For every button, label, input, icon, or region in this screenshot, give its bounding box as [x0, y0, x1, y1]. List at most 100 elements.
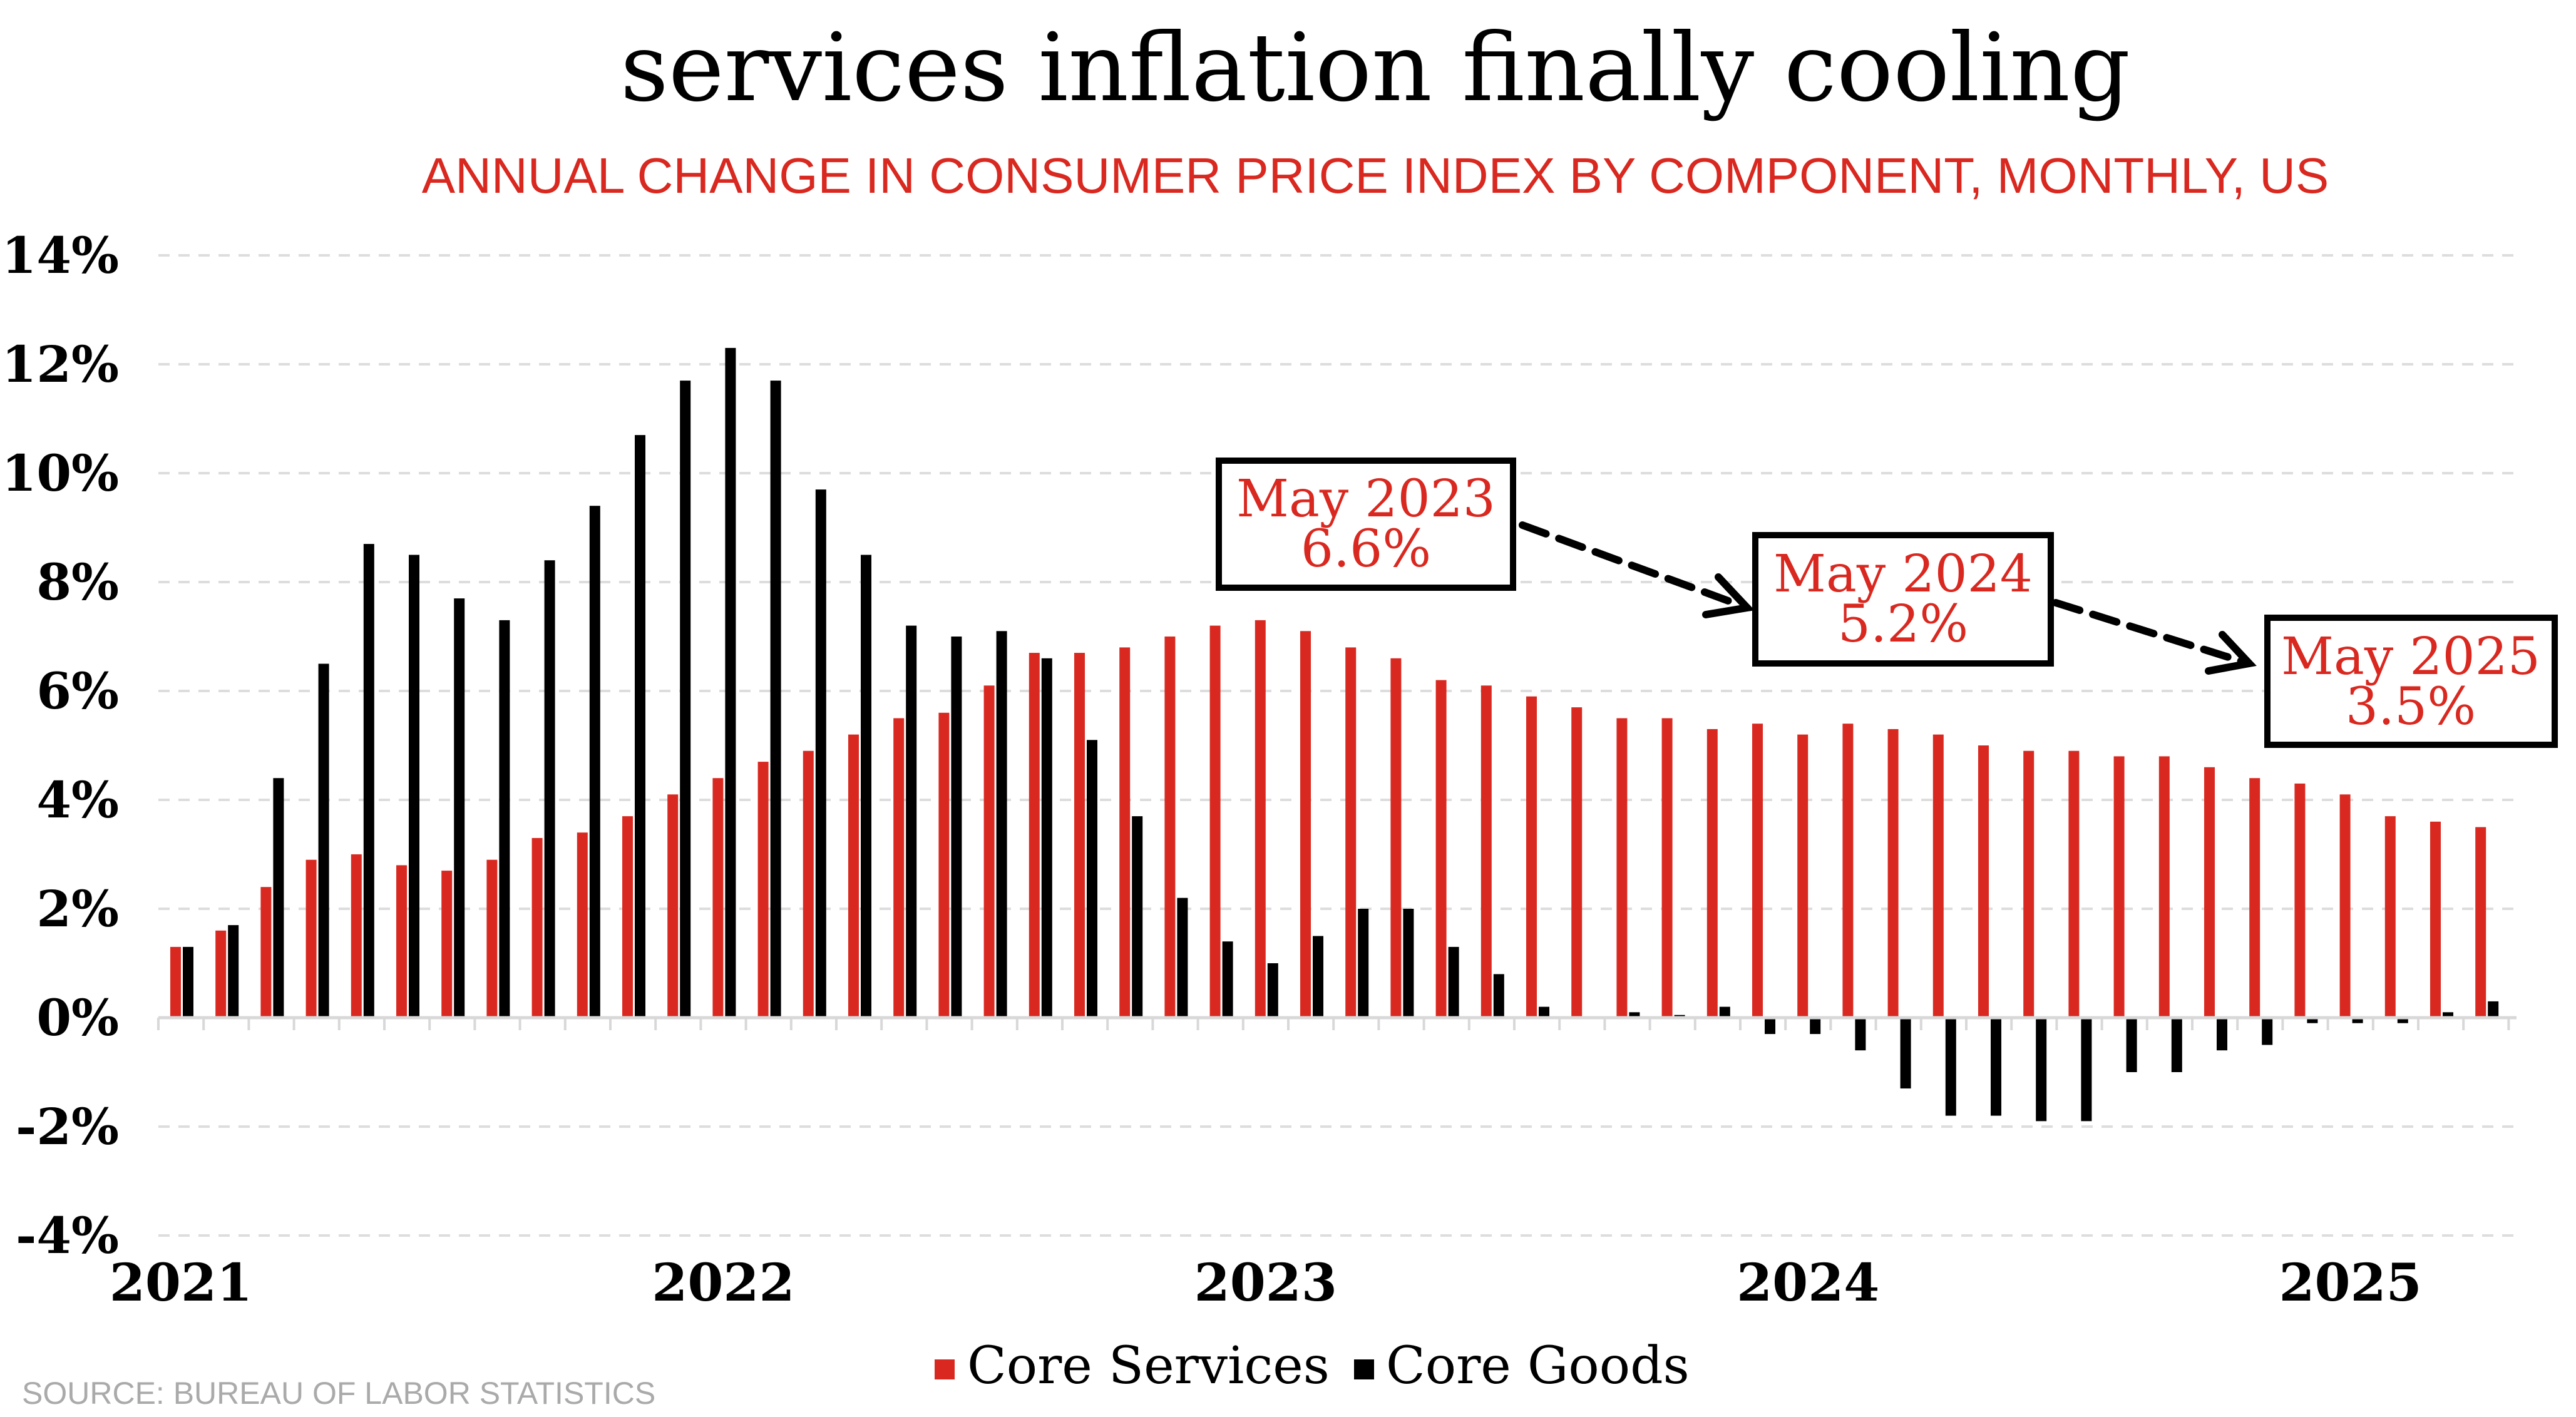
- legend: Core Services Core Goods: [935, 1336, 1690, 1396]
- x-tick-label: 2021: [110, 1253, 252, 1313]
- annotation-label: May 2024: [1773, 545, 2033, 604]
- bar-core-goods-2021-10: [544, 560, 555, 1018]
- arrow-2023-to-2024: [1519, 521, 1755, 618]
- bar-core-services-2021-09: [486, 859, 498, 1018]
- bar-core-goods-2021-09: [499, 620, 510, 1018]
- y-tick-label: 4%: [36, 770, 119, 829]
- annotation-value: 3.5%: [2346, 677, 2476, 737]
- bar-core-goods-2024-05: [1945, 1018, 1956, 1116]
- bar-core-services-2021-10: [531, 837, 543, 1018]
- bar-core-goods-2021-04: [273, 778, 284, 1018]
- bar-core-services-2025-04: [2430, 821, 2441, 1018]
- chart-subtitle: ANNUAL CHANGE IN CONSUMER PRICE INDEX BY…: [422, 148, 2329, 203]
- bar-core-goods-2024-11: [2217, 1018, 2227, 1051]
- bar-core-goods-2025-05: [2488, 1001, 2499, 1018]
- bar-core-services-2024-12: [2249, 778, 2260, 1018]
- bar-core-goods-2024-09: [2126, 1018, 2137, 1072]
- bar-core-services-2024-05: [1932, 734, 1944, 1018]
- bar-core-services-2023-01: [1209, 625, 1221, 1018]
- bar-core-services-2025-03: [2384, 816, 2396, 1018]
- y-tick-label: 6%: [36, 662, 119, 720]
- bar-core-goods-2021-05: [318, 663, 329, 1018]
- bar-core-services-2023-04: [1345, 647, 1357, 1018]
- bar-core-services-2023-12: [1706, 729, 1718, 1018]
- bar-core-goods-2025-03: [2397, 1018, 2408, 1023]
- bar-core-goods-2023-04: [1358, 909, 1369, 1018]
- bar-core-goods-2023-02: [1267, 963, 1278, 1018]
- bar-core-services-2024-02: [1797, 734, 1809, 1018]
- bar-core-goods-2021-02: [183, 946, 193, 1018]
- bar-core-services-2024-04: [1887, 729, 1899, 1018]
- bar-core-services-2022-08: [983, 685, 995, 1018]
- bar-core-services-2023-07: [1480, 685, 1492, 1018]
- bar-core-goods-2022-05: [861, 555, 871, 1018]
- bar-core-services-2025-02: [2339, 794, 2351, 1018]
- x-tick-label: 2025: [2279, 1253, 2421, 1313]
- bar-core-goods-2023-12: [1719, 1006, 1730, 1018]
- y-tick-label: 12%: [2, 335, 119, 394]
- bar-core-services-2022-04: [803, 750, 814, 1018]
- annotation-value: 5.2%: [1838, 595, 1968, 654]
- bar-core-services-2021-12: [622, 816, 633, 1018]
- bar-core-goods-2024-04: [1900, 1018, 1911, 1089]
- annotation-may-2025: May 2025 3.5%: [2264, 615, 2558, 748]
- bar-core-goods-2023-05: [1403, 909, 1414, 1018]
- bar-core-services-2021-02: [170, 946, 181, 1018]
- bar-core-goods-2023-03: [1313, 936, 1323, 1018]
- bar-core-goods-2022-02: [725, 347, 736, 1018]
- y-axis: -4% -2% 0% 2% 4% 6% 8% 10% 12% 14%: [2, 226, 119, 1265]
- bar-core-goods-2025-02: [2352, 1018, 2363, 1023]
- bar-core-goods-2025-04: [2443, 1012, 2453, 1018]
- bar-core-goods-2023-10: [1629, 1012, 1640, 1018]
- bar-core-goods-2024-07: [2036, 1018, 2047, 1122]
- y-tick-label: 8%: [36, 553, 119, 611]
- bar-core-services-2021-06: [351, 854, 362, 1018]
- x-tick-label: 2023: [1194, 1253, 1337, 1313]
- x-axis-labels: 2021 2022 2023 2024 2025: [110, 1253, 2422, 1313]
- bar-core-services-2023-06: [1435, 680, 1447, 1018]
- legend-label-core-services: Core Services: [967, 1336, 1330, 1396]
- bar-core-services-2021-07: [396, 865, 407, 1018]
- bar-core-goods-2023-07: [1493, 974, 1504, 1018]
- legend-swatch-core-services: [935, 1359, 955, 1379]
- bars: [170, 347, 2499, 1122]
- legend-label-core-goods: Core Goods: [1386, 1336, 1690, 1396]
- bar-core-services-2023-02: [1255, 620, 1266, 1018]
- bar-core-services-2023-08: [1526, 696, 1537, 1018]
- bar-core-goods-2021-12: [635, 435, 645, 1018]
- annotation-may-2024: May 2024 5.2%: [1752, 532, 2054, 667]
- annotation-label: May 2025: [2281, 627, 2540, 687]
- bar-core-goods-2022-03: [770, 381, 781, 1018]
- bar-core-goods-2024-01: [1765, 1018, 1775, 1035]
- bar-core-goods-2021-08: [454, 598, 465, 1018]
- bar-core-services-2023-05: [1390, 658, 1402, 1018]
- bar-core-services-2024-07: [2023, 750, 2035, 1018]
- x-axis: [157, 1016, 2517, 1030]
- bar-core-goods-2022-04: [815, 489, 826, 1018]
- bar-core-goods-2022-11: [1132, 816, 1143, 1018]
- y-tick-label: -2%: [16, 1097, 119, 1156]
- bar-core-goods-2022-01: [680, 381, 691, 1018]
- bar-core-services-2024-06: [1978, 745, 1989, 1018]
- bar-core-services-2024-10: [2158, 756, 2170, 1018]
- bar-core-services-2022-03: [757, 762, 769, 1018]
- bar-core-goods-2022-09: [1041, 658, 1052, 1018]
- bar-core-services-2022-07: [938, 712, 950, 1018]
- bar-core-services-2024-08: [2068, 750, 2080, 1018]
- bar-core-services-2023-10: [1616, 718, 1628, 1018]
- bar-core-services-2025-05: [2475, 827, 2486, 1018]
- y-tick-label: 0%: [36, 988, 119, 1047]
- bar-core-services-2024-09: [2113, 756, 2125, 1018]
- bar-core-services-2023-09: [1571, 707, 1583, 1018]
- bar-core-goods-2022-08: [996, 631, 1007, 1018]
- bar-core-services-2022-09: [1029, 653, 1040, 1018]
- annotation-may-2023: May 2023 6.6%: [1216, 458, 1516, 591]
- bar-core-services-2022-05: [848, 734, 859, 1018]
- bar-core-goods-2022-06: [906, 625, 917, 1018]
- bar-core-services-2024-01: [1752, 724, 1763, 1018]
- y-tick-label: -4%: [16, 1206, 119, 1265]
- y-tick-label: 2%: [36, 879, 119, 938]
- bar-core-goods-2022-07: [951, 637, 962, 1018]
- annotation-label: May 2023: [1236, 469, 1496, 529]
- bar-core-goods-2022-10: [1087, 740, 1097, 1018]
